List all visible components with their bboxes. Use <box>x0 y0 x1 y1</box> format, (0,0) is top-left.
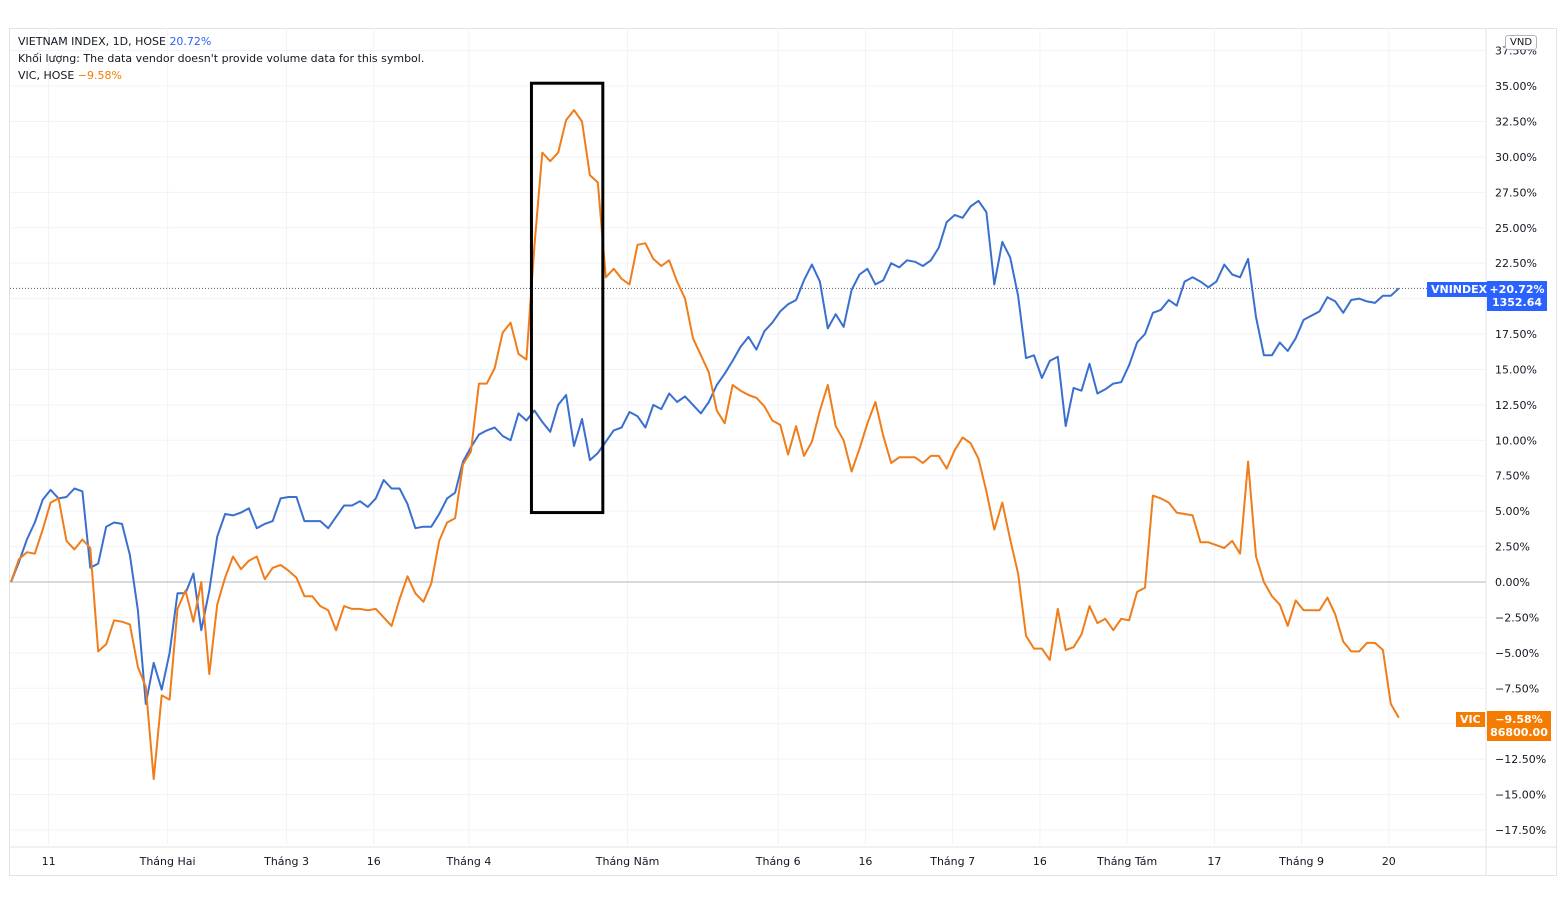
x-tick-label: Tháng 3 <box>263 855 309 868</box>
currency-badge[interactable]: VND <box>1505 35 1538 50</box>
legend-vnindex-name: VIETNAM INDEX, 1D, HOSE <box>18 35 166 48</box>
legend-vic-name: VIC, HOSE <box>18 69 75 82</box>
vic-price-label: −9.58% 86800.00 <box>1487 711 1551 741</box>
y-tick-label: −15.00% <box>1495 789 1546 802</box>
y-tick-label: 7.50% <box>1495 470 1530 483</box>
y-tick-label: 12.50% <box>1495 399 1537 412</box>
y-tick-label: −17.50% <box>1495 824 1546 837</box>
series-line-vic <box>10 109 1400 780</box>
y-tick-label: 2.50% <box>1495 541 1530 554</box>
vnindex-price-label: +20.72% 1352.64 <box>1487 281 1547 311</box>
y-tick-label: 22.50% <box>1495 257 1537 270</box>
legend-vnindex[interactable]: VIETNAM INDEX, 1D, HOSE 20.72% <box>18 35 211 48</box>
grid-layer <box>10 28 1486 845</box>
x-tick-label: Tháng 6 <box>755 855 801 868</box>
y-tick-label: −5.00% <box>1495 647 1539 660</box>
x-tick-label: Tháng Năm <box>595 855 660 868</box>
axis-layer: 37.50%35.00%32.50%30.00%27.50%25.00%22.5… <box>10 28 1557 876</box>
legend-volume[interactable]: Khối lượng: The data vendor doesn't prov… <box>18 52 424 65</box>
x-tick-label: Tháng 7 <box>929 855 975 868</box>
series-layer <box>10 109 1400 780</box>
legend-vic[interactable]: VIC, HOSE −9.58% <box>18 69 122 82</box>
legend-volume-text: Khối lượng: The data vendor doesn't prov… <box>18 52 425 65</box>
x-tick-label: 16 <box>367 855 381 868</box>
vic-symbol-label: VIC <box>1456 712 1485 727</box>
overlay-layer <box>529 81 605 515</box>
y-tick-label: −2.50% <box>1495 611 1539 624</box>
y-tick-label: 32.50% <box>1495 115 1537 128</box>
series-line-vnindex <box>10 199 1400 705</box>
y-tick-label: −12.50% <box>1495 753 1546 766</box>
y-tick-label: 5.00% <box>1495 505 1530 518</box>
x-tick-label: 17 <box>1207 855 1221 868</box>
vnindex-price-value: 1352.64 <box>1491 296 1543 309</box>
y-tick-label: 15.00% <box>1495 363 1537 376</box>
y-tick-label: 25.00% <box>1495 222 1537 235</box>
y-tick-label: 35.00% <box>1495 80 1537 93</box>
chart-frame <box>9 28 1557 876</box>
x-tick-label: 16 <box>858 855 872 868</box>
x-tick-label: Tháng 4 <box>445 855 491 868</box>
y-tick-label: 0.00% <box>1495 576 1530 589</box>
x-tick-label: 16 <box>1033 855 1047 868</box>
y-tick-label: 17.50% <box>1495 328 1537 341</box>
y-tick-label: 27.50% <box>1495 186 1537 199</box>
y-tick-label: −7.50% <box>1495 682 1539 695</box>
x-tick-label: Tháng Tám <box>1096 855 1157 868</box>
vnindex-pct-value: +20.72% <box>1489 283 1545 296</box>
x-tick-label: Tháng Hai <box>139 855 196 868</box>
vic-price-value: 86800.00 <box>1490 726 1548 739</box>
y-tick-label: 10.00% <box>1495 434 1537 447</box>
vic-pct-value: −9.58% <box>1495 713 1543 726</box>
y-tick-label: 30.00% <box>1495 151 1537 164</box>
highlight-box <box>529 81 605 515</box>
vnindex-symbol-label: VNINDEX <box>1427 282 1492 297</box>
x-tick-label: Tháng 9 <box>1278 855 1324 868</box>
x-tick-label: 11 <box>42 855 56 868</box>
legend-vic-pct: −9.58% <box>77 69 122 82</box>
legend-vnindex-pct: 20.72% <box>169 35 212 48</box>
x-tick-label: 20 <box>1382 855 1396 868</box>
